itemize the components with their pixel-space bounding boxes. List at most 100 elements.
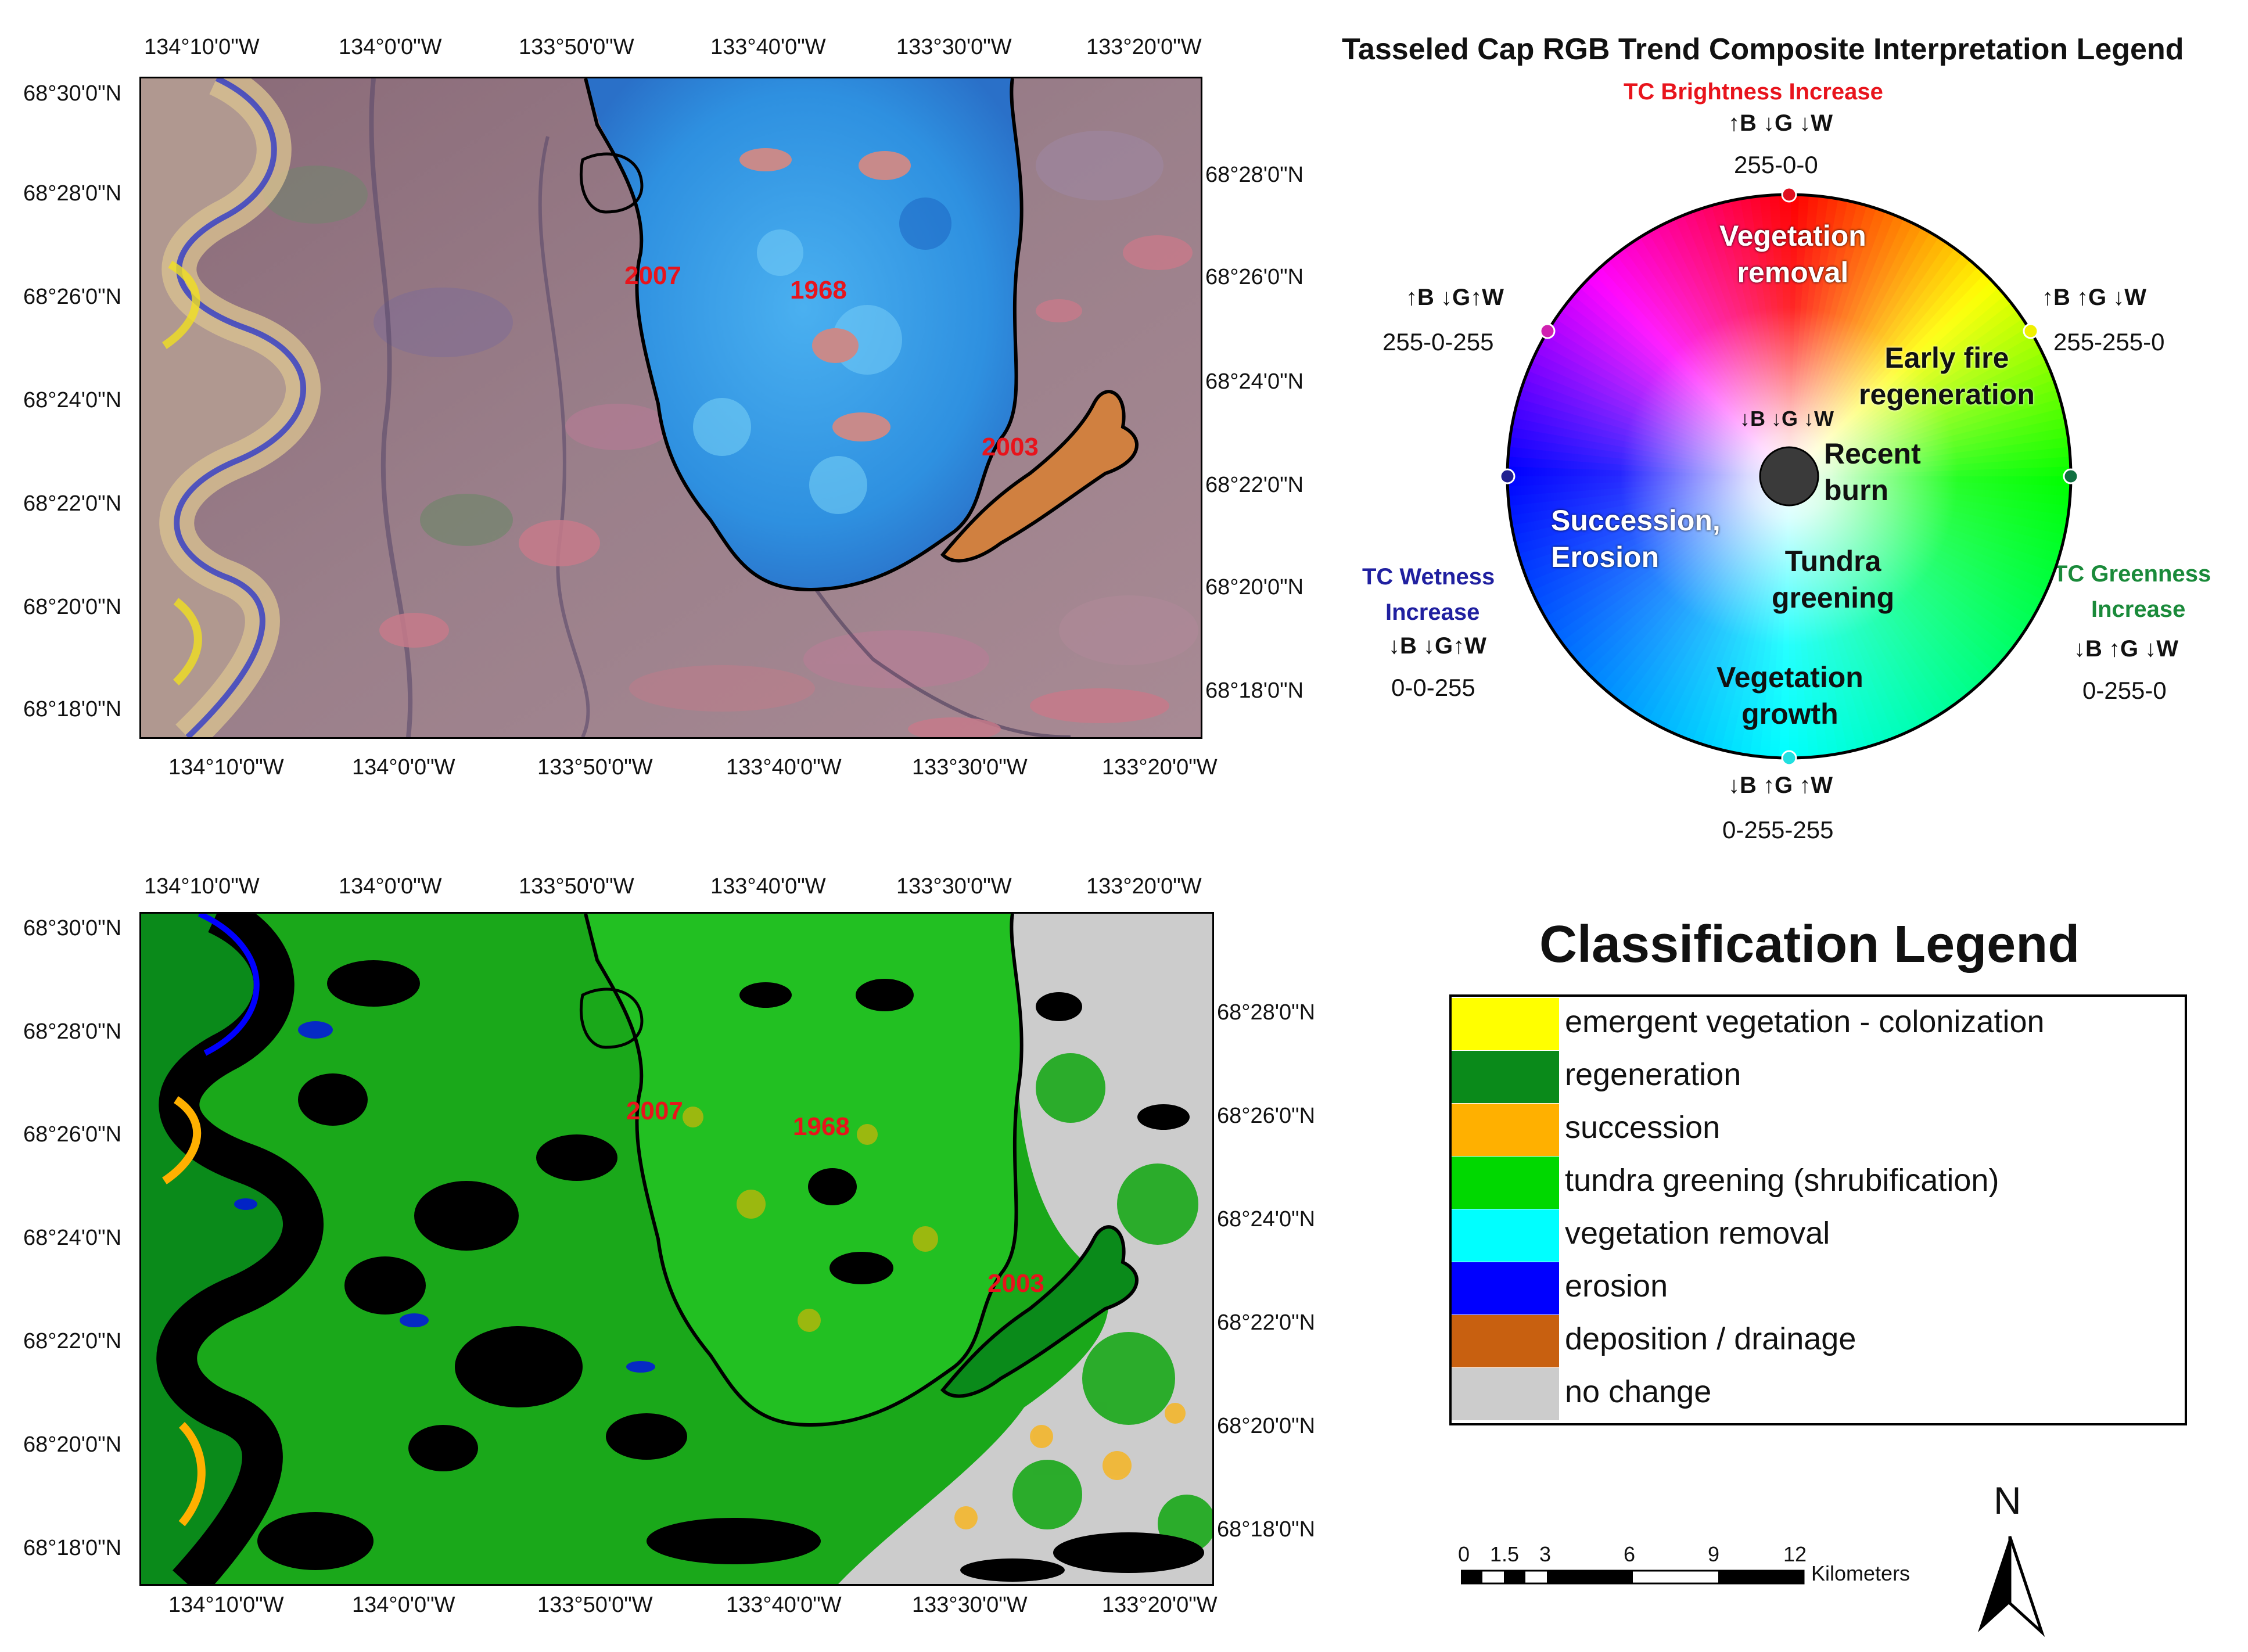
bottom-map-lat-right-4: 68°22'0"N [1217,1310,1316,1335]
scale-tick-4: 9 [1708,1542,1720,1566]
top-map-lon-top-5: 133°30'0"W [896,35,1012,59]
upper-left-code: 255-0-255 [1382,328,1494,355]
wetness-heading-2: Increase [1385,599,1480,625]
zone-vegetation-removal: Vegetation removal [1719,220,1866,289]
zone-succession-erosion: Succession, Erosion [1551,504,1721,573]
brightness-arrows: ↑B ↓G ↓W [1728,110,1833,136]
legend-swatch [1452,1157,1559,1209]
top-map-lat-right-3: 68°24'0"N [1205,369,1304,394]
top-map-lat-left-5: 68°22'0"N [23,491,122,516]
scale-bar-graphic [1461,1570,1805,1585]
scale-tick-0: 0 [1458,1542,1470,1566]
bottom-map-lat-right-5: 68°20'0"N [1217,1414,1316,1438]
bottom-map-lon-bottom-5: 133°30'0"W [912,1593,1028,1617]
greenness-code: 0-255-0 [2082,677,2167,704]
north-label: N [1994,1479,2021,1522]
top-map-lat-right-6: 68°18'0"N [1205,678,1304,703]
scale-unit: Kilometers [1811,1561,1911,1585]
top-map-lat-left-4: 68°24'0"N [23,388,122,412]
legend-label: erosion [1565,1269,1668,1303]
legend-label: no change [1565,1374,1712,1409]
greenness-heading-1: TC Greenness [2053,561,2211,587]
top-map-lon-top-2: 134°0'0"W [339,35,442,59]
classification-legend-box: emergent vegetation - colonization regene… [1449,994,2187,1425]
bottom-map-lat-left-4: 68°24'0"N [23,1226,122,1250]
top-map-lon-bottom-6: 133°20'0"W [1102,755,1218,780]
top-map-lat-right-4: 68°22'0"N [1205,473,1304,497]
greenness-arrows: ↓B ↑G ↓W [2074,636,2178,662]
color-wheel [1499,186,2079,766]
bottom-map-lon-bottom-4: 133°40'0"W [726,1593,842,1617]
legend-label: regeneration [1565,1057,1741,1092]
brightness-code: 255-0-0 [1734,151,1818,178]
bottom-map-lat-right-3: 68°24'0"N [1217,1207,1316,1231]
zone-vegetation-growth: Vegetation growth [1716,661,1863,730]
top-map-lat-right-1: 68°28'0"N [1205,163,1304,187]
center-arrows: ↓B ↓G ↓W [1740,407,1834,430]
top-map-lat-left-7: 68°18'0"N [23,697,122,721]
top-map-lon-bottom-5: 133°30'0"W [912,755,1028,780]
bottom-map-lat-left-3: 68°26'0"N [23,1122,122,1147]
top-map-lat-left-3: 68°26'0"N [23,285,122,309]
top-map-lat-right-2: 68°26'0"N [1205,265,1304,289]
legend-item: tundra greening (shrubification) [1452,1157,2185,1209]
scale-tick-5: 12 [1783,1542,1807,1566]
bottom-map-lon-top-1: 134°10'0"W [144,874,260,899]
bottom-map-label-1968: 1968 [793,1112,850,1141]
legend-item: succession [1452,1104,2185,1156]
bottom-map-classification [141,914,1212,1584]
legend-swatch [1452,1051,1559,1103]
bottom-map-label-2007: 2007 [626,1097,683,1125]
top-map-label-2007: 2007 [624,261,681,290]
top-map-label-2003: 2003 [982,433,1039,461]
top-map-image [139,77,1202,739]
zone-tundra-greening: Tundra greening [1772,545,1895,614]
top-map-lat-left-1: 68°30'0"N [23,81,122,106]
wetness-code: 0-0-255 [1391,674,1475,701]
brightness-heading: TC Brightness Increase [1624,79,1883,105]
legend-swatch [1452,1368,1559,1420]
north-arrow-icon [1978,1536,2045,1637]
legend-label: emergent vegetation - colonization [1565,1004,2045,1039]
legend-label: succession [1565,1110,1721,1145]
bottom-map-lon-bottom-3: 133°50'0"W [537,1593,653,1617]
top-map-lon-top-1: 134°10'0"W [144,35,260,59]
bottom-map-lat-left-2: 68°28'0"N [23,1019,122,1044]
bottom-map-lat-left-6: 68°20'0"N [23,1432,122,1457]
legend-item: regeneration [1452,1051,2185,1103]
bottom-map-lon-bottom-1: 134°10'0"W [168,1593,284,1617]
bottom-map-lat-left-5: 68°22'0"N [23,1329,122,1353]
bottom-map-image [139,912,1214,1586]
top-map-lon-top-6: 133°20'0"W [1086,35,1202,59]
legend-item: erosion [1452,1262,2185,1315]
legend-swatch [1452,1315,1559,1367]
classification-legend-title: Classification Legend [1539,915,2080,974]
top-map-lon-top-3: 133°50'0"W [519,35,634,59]
bottom-map-lon-bottom-2: 134°0'0"W [352,1593,455,1617]
wetness-green-arrows: ↓B ↑G ↑W [1728,773,1833,798]
legend-swatch [1452,998,1559,1050]
scale-tick-2: 3 [1539,1542,1552,1566]
bottom-map-lon-top-3: 133°50'0"W [519,874,634,899]
top-map-lon-bottom-1: 134°10'0"W [168,755,284,780]
legend-swatch [1452,1209,1559,1262]
zone-recent-burn: Recent burn [1824,437,1921,507]
legend-swatch [1452,1262,1559,1315]
legend-label: vegetation removal [1565,1216,1830,1251]
bottom-map-label-2003: 2003 [987,1269,1044,1298]
legend-label: deposition / drainage [1565,1321,1856,1356]
bottom-map-lat-right-1: 68°28'0"N [1217,1000,1316,1025]
bottom-map-lat-right-2: 68°26'0"N [1217,1104,1316,1128]
top-map-lat-left-6: 68°20'0"N [23,595,122,619]
wheel-legend-title: Tasseled Cap RGB Trend Composite Interpr… [1342,33,2184,66]
scale-tick-1: 1.5 [1490,1542,1520,1566]
legend-item: deposition / drainage [1452,1315,2185,1367]
bottom-map-lat-right-6: 68°18'0"N [1217,1517,1316,1542]
wetness-green-code: 0-255-255 [1722,816,1834,843]
bottom-map-lat-left-1: 68°30'0"N [23,916,122,940]
bottom-map-lon-bottom-6: 133°20'0"W [1102,1593,1218,1617]
bottom-map-lon-top-5: 133°30'0"W [896,874,1012,899]
wetness-heading-1: TC Wetness [1362,564,1495,590]
top-map-lat-left-2: 68°28'0"N [23,181,122,206]
scale-tick-3: 6 [1624,1542,1636,1566]
